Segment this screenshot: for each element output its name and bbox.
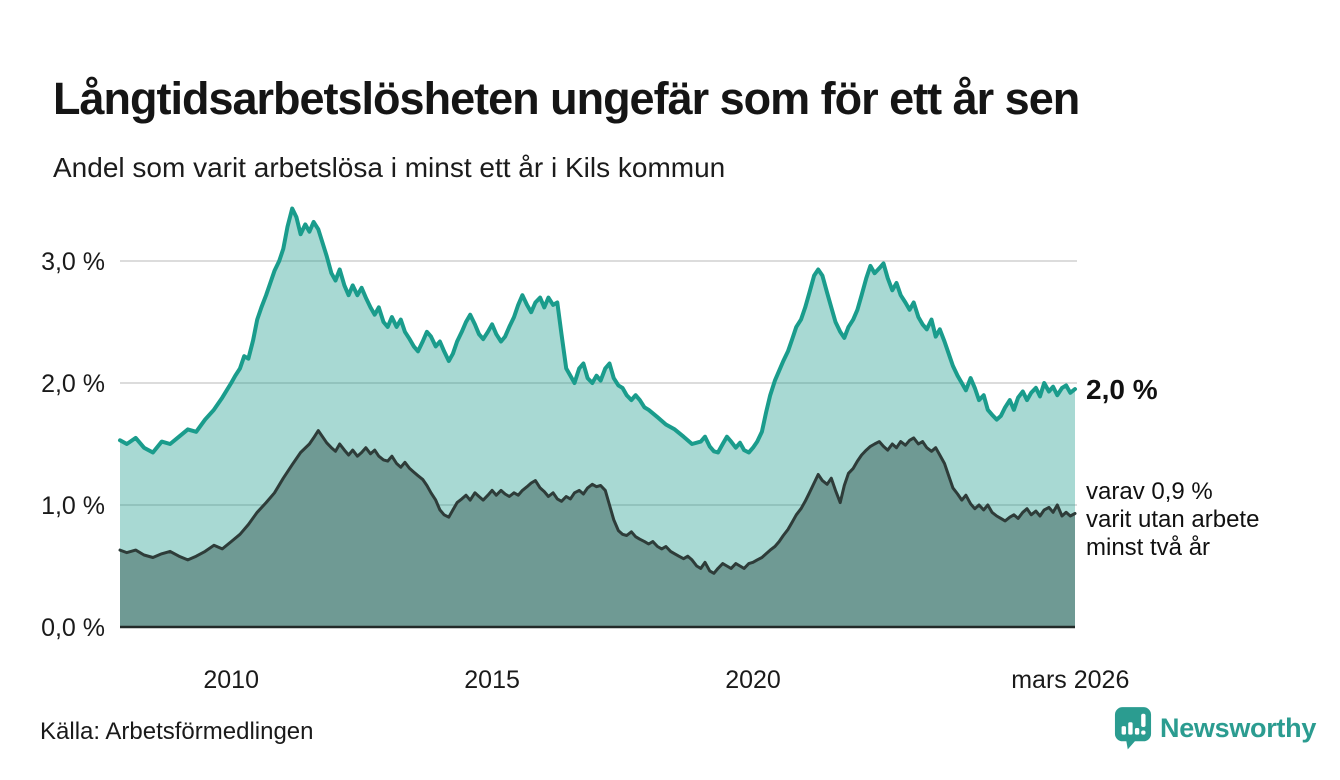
x-tick-label: 2020 [725, 666, 781, 694]
x-tick-label: mars 2026 [1011, 666, 1129, 694]
series-line-minst-ett-ar [118, 206, 1077, 455]
y-tick-label: 2,0 % [41, 370, 105, 398]
annotation-line: varav 0,9 % [1086, 478, 1213, 505]
annotation-line: varit utan arbete [1086, 506, 1260, 533]
secondary-value-annotation: varav 0,9 % varit utan arbete minst två … [1086, 478, 1259, 562]
newsworthy-logo-icon [1114, 707, 1152, 750]
latest-value-label: 2,0 % [1086, 374, 1158, 405]
series-area-minst-tva-ar [120, 430, 1075, 627]
series-line-minst-tva-ar [118, 429, 1077, 575]
x-tick-label: 2015 [464, 666, 520, 694]
newsworthy-logo: Newsworthy [1114, 706, 1316, 750]
page-title: Långtidsarbetslösheten ungefär som för e… [53, 73, 1080, 125]
chart-subtitle: Andel som varit arbetslösa i minst ett å… [53, 152, 726, 183]
source-note: Källa: Arbetsförmedlingen [40, 718, 314, 745]
x-tick-label: 2010 [203, 666, 259, 694]
newsworthy-logo-text: Newsworthy [1160, 712, 1317, 743]
y-tick-label: 1,0 % [41, 492, 105, 520]
y-tick-label: 0,0 % [41, 614, 105, 642]
y-tick-label: 3,0 % [41, 248, 105, 276]
annotation-line: minst två år [1086, 534, 1211, 561]
